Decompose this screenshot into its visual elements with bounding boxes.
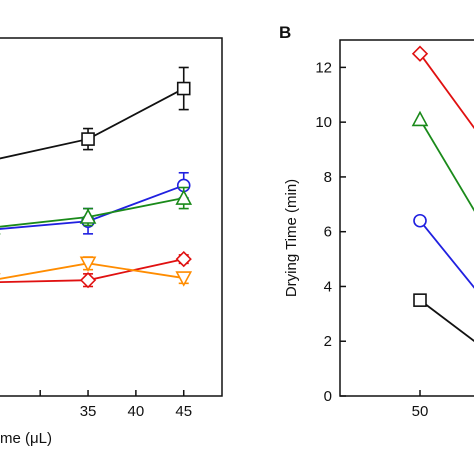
x-tick-label: 45 <box>175 403 192 420</box>
data-point <box>175 250 192 268</box>
series <box>0 250 192 289</box>
series-line <box>419 299 474 342</box>
y-tick-label: 8 <box>324 169 332 186</box>
series-line <box>419 53 474 130</box>
data-point <box>79 256 97 273</box>
series-line <box>419 118 474 212</box>
panel-label: B <box>279 23 291 42</box>
y-tick-label: 12 <box>315 59 332 76</box>
data-point <box>413 213 427 228</box>
series <box>0 66 191 160</box>
data-point <box>176 81 191 96</box>
y-tick-label: 0 <box>324 388 332 405</box>
data-point <box>175 271 193 287</box>
data-point <box>411 110 429 127</box>
series <box>0 256 193 287</box>
panel-a: 35 40 45 me (μL) <box>0 37 223 447</box>
panel-a-content: 35 40 45 <box>0 37 223 420</box>
series <box>0 171 191 235</box>
y-tick-label: 2 <box>324 333 332 350</box>
data-point <box>413 293 427 307</box>
y-tick-label: 6 <box>324 224 332 241</box>
panel-b: 50 0 2 4 6 8 10 12 B Drying Time (min) <box>279 23 474 420</box>
data-point <box>79 208 97 224</box>
plot-frame <box>0 37 223 397</box>
series <box>411 45 474 130</box>
x-tick-label: 40 <box>128 403 145 420</box>
series-line <box>419 220 474 289</box>
data-point <box>81 132 95 146</box>
data-point <box>175 189 193 205</box>
data-point <box>79 272 97 289</box>
series <box>413 213 474 289</box>
y-tick-label: 10 <box>315 114 332 131</box>
series <box>0 186 193 235</box>
x-axis-label: me (μL) <box>0 430 52 447</box>
series <box>411 110 474 212</box>
x-tick-label: 50 <box>412 403 429 420</box>
y-axis-label: Drying Time (min) <box>283 179 300 297</box>
plot-frame <box>339 39 474 397</box>
x-tick-label: 35 <box>80 403 97 420</box>
y-tick-label: 4 <box>324 278 332 295</box>
series <box>413 293 474 342</box>
data-point <box>411 45 429 62</box>
